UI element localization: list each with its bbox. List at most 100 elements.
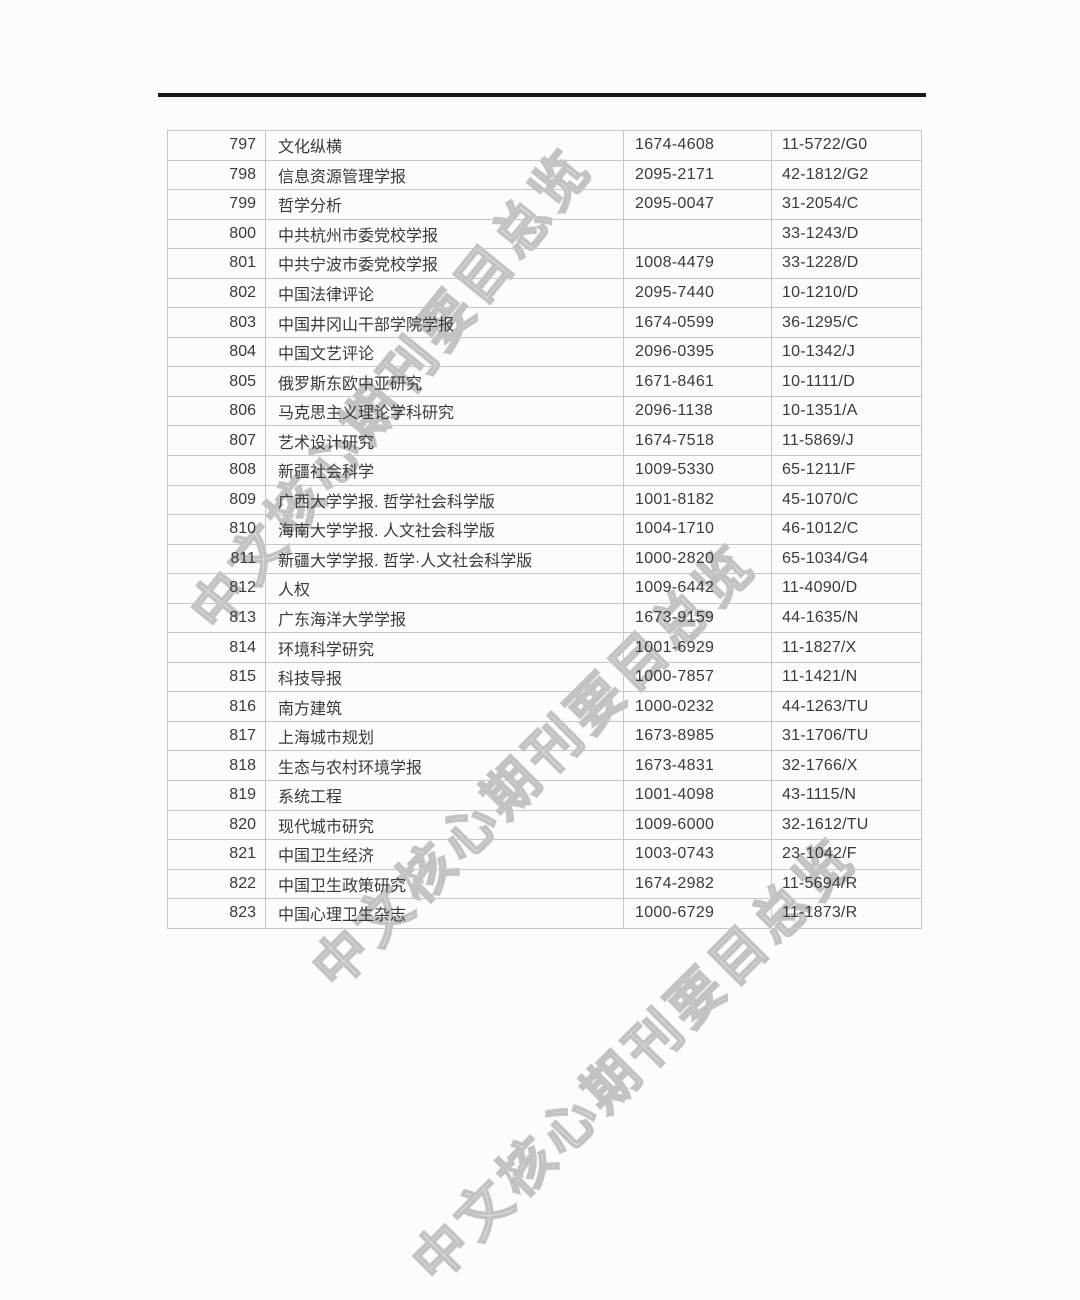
table-row: 821 中国卫生经济 1003-0743 23-1042/F [167,839,922,870]
issn-value: 1009-6000 [623,809,772,841]
issn-value: 1001-6929 [623,632,772,663]
table-row: 814 环境科学研究 1001-6929 11-1827/X [167,632,922,663]
row-number: 816 [167,691,266,722]
journal-name: 俄罗斯东欧中亚研究 [265,366,624,397]
table-row: 799 哲学分析 2095-0047 31-2054/C [167,189,922,220]
issn-value: 1001-4098 [623,780,772,811]
table-row: 802 中国法律评论 2095-7440 10-1210/D [167,277,922,309]
cn-value: 10-1342/J [771,336,922,368]
cn-value: 42-1812/G2 [771,159,922,191]
journal-name: 艺术设计研究 [265,425,624,457]
table-row: 813 广东海洋大学学报 1673-9159 44-1635/N [167,602,922,634]
journal-name: 科技导报 [265,661,624,693]
journal-name: 中国心理卫生杂志 [265,898,624,929]
cn-value: 31-1706/TU [771,720,922,752]
issn-value: 2096-1138 [623,395,772,427]
row-number: 806 [167,395,266,427]
table-row: 801 中共宁波市委党校学报 1008-4479 33-1228/D [167,248,922,279]
issn-value: 2096-0395 [623,336,772,368]
cn-value: 11-5722/G0 [771,130,922,161]
issn-value: 1674-0599 [623,307,772,338]
journal-name: 人权 [265,573,624,604]
table-row: 817 上海城市规划 1673-8985 31-1706/TU [167,720,922,752]
cn-value: 33-1228/D [771,248,922,279]
journal-table-body: 797 文化纵横 1674-4608 11-5722/G0 798 信息资源管理… [167,130,922,929]
journal-name: 南方建筑 [265,691,624,722]
issn-value: 1003-0743 [623,839,772,870]
table-row: 798 信息资源管理学报 2095-2171 42-1812/G2 [167,159,922,191]
cn-value: 36-1295/C [771,307,922,338]
journal-name: 上海城市规划 [265,720,624,752]
issn-value: 2095-0047 [623,189,772,220]
cn-value: 10-1111/D [771,366,922,397]
journal-name: 环境科学研究 [265,632,624,663]
issn-value: 1000-2820 [623,543,772,575]
journal-name: 中国法律评论 [265,277,624,309]
journal-name: 新疆大学学报. 哲学·人文社会科学版 [265,543,624,575]
cn-value: 46-1012/C [771,514,922,545]
row-number: 808 [167,455,266,486]
issn-value: 1001-8182 [623,484,772,516]
cn-value: 11-1421/N [771,661,922,693]
table-row: 809 广西大学学报. 哲学社会科学版 1001-8182 45-1070/C [167,484,922,516]
table-row: 820 现代城市研究 1009-6000 32-1612/TU [167,809,922,841]
journal-name: 广东海洋大学学报 [265,602,624,634]
cn-value: 45-1070/C [771,484,922,516]
journal-name: 哲学分析 [265,189,624,220]
table-row: 822 中国卫生政策研究 1674-2982 11-5694/R [167,868,922,900]
row-number: 818 [167,750,266,782]
issn-value: 2095-7440 [623,277,772,309]
journal-name: 中国卫生政策研究 [265,868,624,900]
table-row: 823 中国心理卫生杂志 1000-6729 11-1873/R [167,898,922,929]
row-number: 812 [167,573,266,604]
journal-name: 海南大学学报. 人文社会科学版 [265,514,624,545]
row-number: 819 [167,780,266,811]
row-number: 799 [167,189,266,220]
table-row: 805 俄罗斯东欧中亚研究 1671-8461 10-1111/D [167,366,922,397]
table-row: 810 海南大学学报. 人文社会科学版 1004-1710 46-1012/C [167,514,922,545]
issn-value: 1000-7857 [623,661,772,693]
journal-name: 新疆社会科学 [265,455,624,486]
row-number: 797 [167,130,266,161]
table-row: 811 新疆大学学报. 哲学·人文社会科学版 1000-2820 65-1034… [167,543,922,575]
journal-name: 中国井冈山干部学院学报 [265,307,624,338]
row-number: 822 [167,868,266,900]
table-row: 815 科技导报 1000-7857 11-1421/N [167,661,922,693]
cn-value: 10-1210/D [771,277,922,309]
row-number: 821 [167,839,266,870]
issn-value: 1673-9159 [623,602,772,634]
issn-value: 1674-4608 [623,130,772,161]
cn-value: 44-1635/N [771,602,922,634]
journal-name: 生态与农村环境学报 [265,750,624,782]
journal-name: 文化纵横 [265,130,624,161]
issn-value: 1009-5330 [623,455,772,486]
cn-value: 43-1115/N [771,780,922,811]
row-number: 823 [167,898,266,929]
table-row: 819 系统工程 1001-4098 43-1115/N [167,780,922,811]
cn-value: 23-1042/F [771,839,922,870]
row-number: 809 [167,484,266,516]
issn-value: 1673-4831 [623,750,772,782]
table-row: 803 中国井冈山干部学院学报 1674-0599 36-1295/C [167,307,922,338]
issn-value: 1000-0232 [623,691,772,722]
journal-name: 中国文艺评论 [265,336,624,368]
row-number: 801 [167,248,266,279]
row-number: 820 [167,809,266,841]
issn-value: 1008-4479 [623,248,772,279]
table-row: 818 生态与农村环境学报 1673-4831 32-1766/X [167,750,922,782]
document-page: 中文核心期刊要目总览 中文核心期刊要目总览 中文核心期刊要目总览 797 文化纵… [158,93,926,1294]
cn-value: 44-1263/TU [771,691,922,722]
cn-value: 65-1034/G4 [771,543,922,575]
cn-value: 33-1243/D [771,218,922,250]
table-row: 806 马克思主义理论学科研究 2096-1138 10-1351/A [167,395,922,427]
cn-value: 32-1766/X [771,750,922,782]
journal-name: 广西大学学报. 哲学社会科学版 [265,484,624,516]
row-number: 814 [167,632,266,663]
cn-value: 11-1873/R [771,898,922,929]
cn-value: 32-1612/TU [771,809,922,841]
journal-name: 信息资源管理学报 [265,159,624,191]
cn-value: 65-1211/F [771,455,922,486]
table-row: 807 艺术设计研究 1674-7518 11-5869/J [167,425,922,457]
row-number: 798 [167,159,266,191]
cn-value: 11-1827/X [771,632,922,663]
